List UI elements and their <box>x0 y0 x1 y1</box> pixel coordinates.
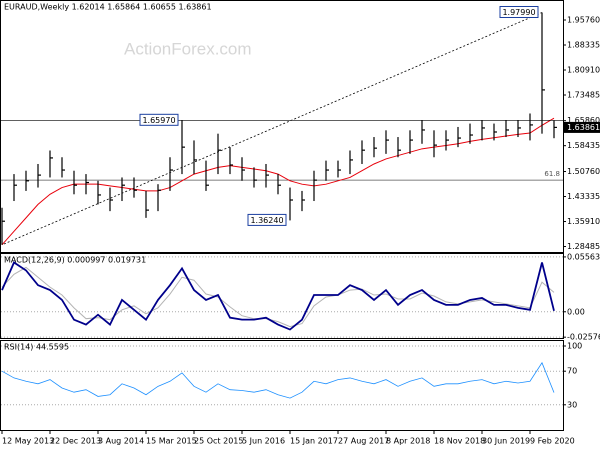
x-tick-label: 8 Apr 2018 <box>386 437 430 446</box>
x-tick-label: 5 Jun 2016 <box>242 437 285 446</box>
y-tick-label: 0.055637 <box>567 252 600 261</box>
y-tick-label: 1.88335 <box>567 41 600 50</box>
annotation-label: 1.97990 <box>502 8 535 17</box>
macd-main <box>1 261 555 331</box>
x-tick-label: 30 Jun 2019 <box>482 437 530 446</box>
x-tick-label: 12 May 2013 <box>2 437 54 446</box>
x-tick-label: 22 Dec 2013 <box>50 437 101 446</box>
annotation-label: 1.36240 <box>250 216 283 225</box>
macd-frame <box>0 253 564 339</box>
x-tick-label: 3 Aug 2014 <box>98 437 144 446</box>
annotation-box <box>139 113 179 126</box>
y-tick-label: 100 <box>567 342 582 351</box>
x-tick-label: 9 Feb 2020 <box>530 437 575 446</box>
trend-line <box>3 12 543 245</box>
price-frame <box>0 0 564 253</box>
y-tick-label: 1.43335 <box>567 192 600 201</box>
annotation-box <box>499 5 539 18</box>
y-tick-label: 1.35910 <box>567 217 600 226</box>
y-tick-label: 1.80910 <box>567 66 600 75</box>
rsi-frame <box>0 340 564 431</box>
rsi-title: RSI(14) 44.5595 <box>4 343 69 352</box>
y-tick-label: 1.28485 <box>567 242 600 251</box>
rsi-line <box>1 361 555 399</box>
x-tick-label: 25 Oct 2015 <box>194 437 243 446</box>
y-tick-label: 1.50760 <box>567 167 600 176</box>
y-tick-label: 30 <box>567 400 577 409</box>
x-tick-label: 15 Jan 2017 <box>290 437 338 446</box>
y-tick-label: 0.00 <box>567 307 585 316</box>
last-price-box <box>564 121 600 133</box>
x-tick-label: 27 Aug 2017 <box>338 437 389 446</box>
annotation-label: 1.65970 <box>142 116 175 125</box>
watermark: ActionForex.com <box>124 39 252 58</box>
y-tick-label: 1.58435 <box>567 141 600 150</box>
last-price: 1.63861 <box>567 123 600 132</box>
macd-title: MACD(12,26,9) 0.000997 0.019731 <box>4 256 146 265</box>
y-tick-label: 1.95760 <box>567 16 600 25</box>
price-title: EURAUD,Weekly 1.62014 1.65864 1.60655 1.… <box>4 3 212 12</box>
plot: 61.8 1.65970 1.36240 1.97990 <box>1 5 563 406</box>
annotation-box <box>247 213 287 226</box>
x-tick-label: 15 Mar 2015 <box>146 437 197 446</box>
fib-label: 61.8 <box>544 170 560 178</box>
y-tick-label: 70 <box>567 367 577 376</box>
y-tick-label: -0.02576 <box>567 333 600 342</box>
y-tick-label: 1.65860 <box>567 116 600 125</box>
x-tick-label: 18 Nov 2018 <box>434 437 485 446</box>
y-tick-label: 1.73485 <box>567 91 600 100</box>
